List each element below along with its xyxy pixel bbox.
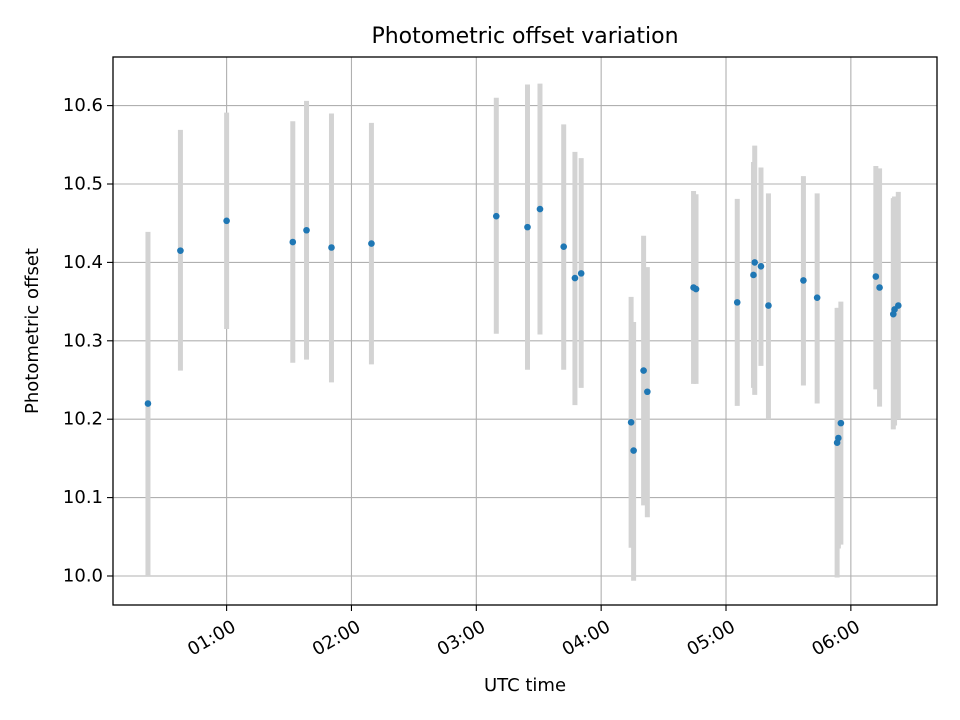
data-point (303, 226, 310, 234)
data-point (524, 223, 531, 231)
y-tick-label: 10.5 (63, 174, 103, 195)
data-point (872, 273, 880, 280)
y-axis-ticks: 10.0 10.1 10.2 10.3 10.4 10.5 10.6 (63, 95, 113, 586)
data-point (630, 447, 637, 454)
x-axis-label: UTC time (484, 675, 566, 696)
plot-frame (112, 56, 938, 606)
data-point (835, 434, 842, 442)
y-tick-label: 10.3 (63, 330, 103, 351)
y-tick-label: 10.4 (63, 252, 103, 273)
data-point (894, 302, 902, 309)
data-point (640, 367, 647, 374)
data-point (837, 419, 845, 427)
data-point (560, 243, 568, 251)
y-tick-label: 10.2 (63, 409, 103, 430)
y-tick-label: 10.0 (63, 565, 103, 586)
data-point (577, 270, 585, 277)
data-point (751, 259, 759, 266)
chart-title: Photometric offset variation (371, 24, 678, 49)
data-point (692, 285, 700, 293)
data-point (813, 294, 821, 301)
data-point (368, 240, 375, 247)
data-point (223, 217, 230, 225)
data-point (289, 238, 297, 246)
data-point (757, 263, 765, 270)
data-point (627, 419, 635, 426)
data-point (571, 274, 579, 282)
data-point (733, 299, 741, 306)
data-point (876, 284, 883, 291)
data-point (177, 247, 184, 254)
y-axis-label: Photometric offset (22, 248, 43, 414)
data-point (328, 244, 335, 251)
y-tick-label: 10.1 (63, 487, 103, 508)
data-point (765, 302, 772, 309)
data-point (750, 271, 757, 279)
data-points (144, 205, 902, 454)
y-tick-label: 10.6 (63, 95, 103, 116)
data-point (644, 388, 651, 396)
data-point (800, 277, 807, 284)
data-point (144, 400, 152, 407)
data-point (492, 212, 500, 220)
data-point (536, 205, 544, 213)
